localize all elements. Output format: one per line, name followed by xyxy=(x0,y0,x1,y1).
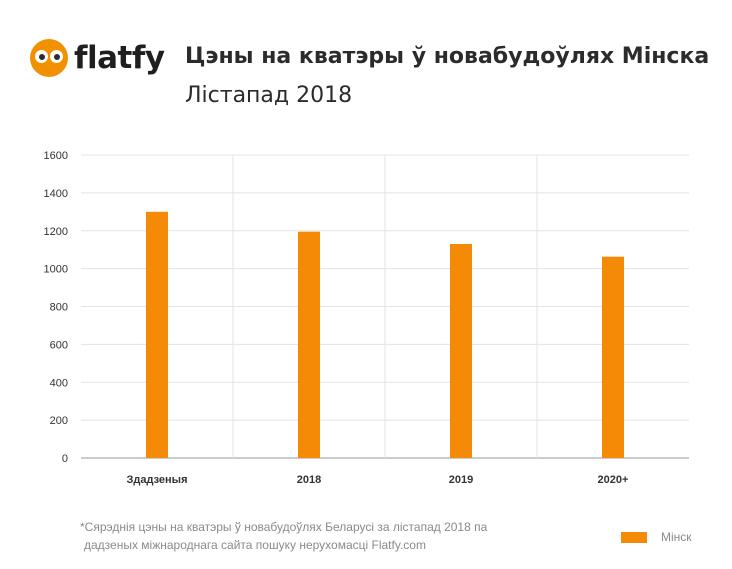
bar-1 xyxy=(146,211,168,458)
footnote-line-1: *Сярэднія цэны на кватэры ў новабудоўлях… xyxy=(80,520,488,534)
bar-3 xyxy=(450,244,472,458)
y-tick-label: 1600 xyxy=(44,150,68,162)
x-tick-label: 2019 xyxy=(449,474,473,486)
owl-eyes-icon xyxy=(30,39,68,77)
legend: Мінск xyxy=(621,530,692,544)
y-tick-label: 600 xyxy=(50,339,68,351)
y-tick-label: 400 xyxy=(50,377,68,389)
y-tick-label: 0 xyxy=(62,453,68,465)
chart-title: Цэны на кватэры ў новабудоўлях Мінска xyxy=(185,44,710,69)
footnote-line-2: дадзеных міжнароднага сайта пошуку нерух… xyxy=(84,538,426,552)
flatfy-logo: flatfy xyxy=(30,38,165,78)
x-tick-label: Здадзеныя xyxy=(126,474,187,486)
logo-text: flatfy xyxy=(74,40,165,76)
y-tick-label: 800 xyxy=(50,302,68,314)
bar-4 xyxy=(602,256,624,458)
y-tick-label: 1200 xyxy=(44,226,68,238)
y-tick-label: 1000 xyxy=(44,264,68,276)
y-tick-label: 200 xyxy=(50,415,68,427)
y-tick-label: 1400 xyxy=(44,188,68,200)
footnote: *Сярэднія цэны на кватэры ў новабудоўлях… xyxy=(80,518,487,554)
x-tick-label: 2020+ xyxy=(598,474,629,486)
legend-label: Мінск xyxy=(661,530,692,544)
chart-subtitle: Лістапад 2018 xyxy=(185,83,353,108)
bar-2 xyxy=(298,231,320,458)
x-tick-label: 2018 xyxy=(297,474,321,486)
legend-swatch xyxy=(621,531,647,543)
